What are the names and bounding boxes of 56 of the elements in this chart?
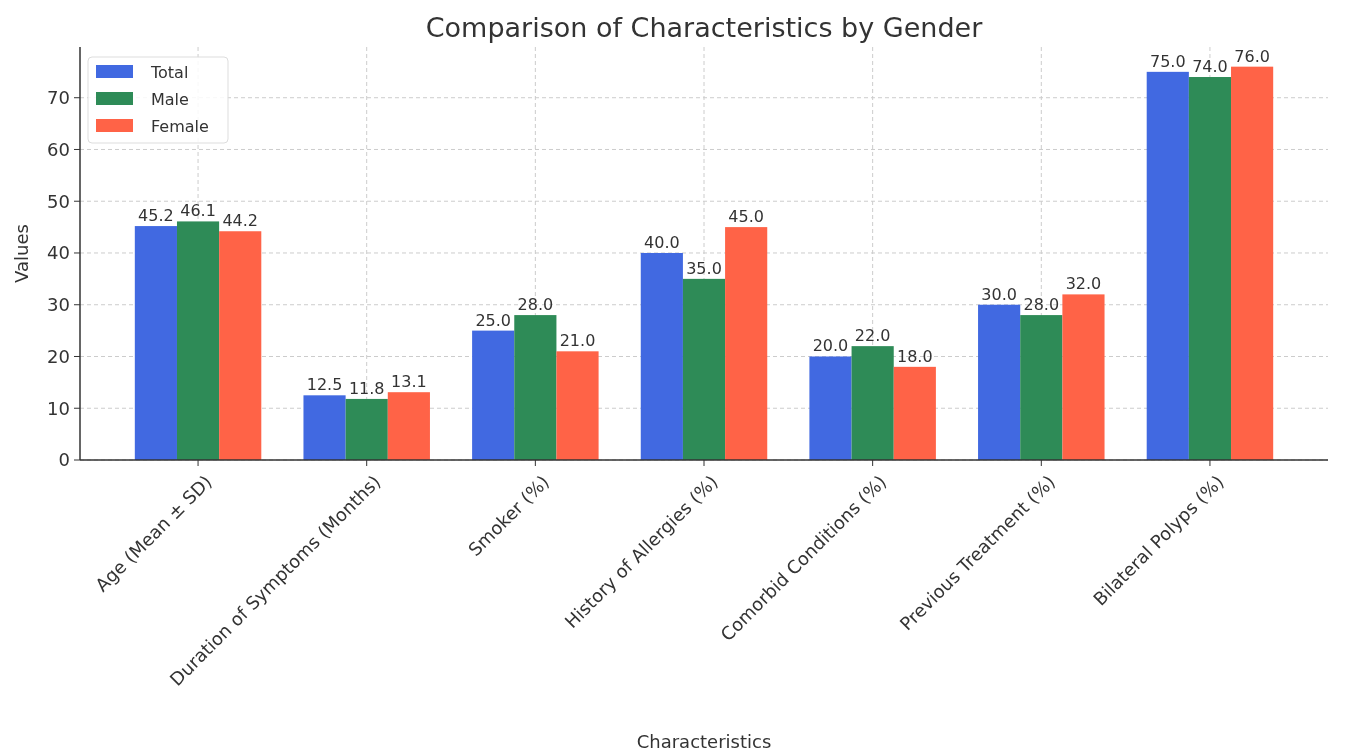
- bar: [134, 226, 177, 460]
- bar: [851, 346, 894, 460]
- data-label: 25.0: [475, 310, 511, 330]
- y-tick-label: 70: [47, 87, 70, 109]
- bar: [472, 330, 515, 460]
- bar: [893, 366, 936, 460]
- data-label: 45.2: [138, 206, 174, 226]
- data-label: 21.0: [559, 331, 596, 351]
- y-tick-label: 20: [47, 345, 70, 367]
- y-axis-title: Values: [11, 224, 32, 283]
- data-label: 40.0: [644, 232, 680, 252]
- bar: [978, 304, 1021, 460]
- bar: [1020, 315, 1063, 460]
- bar: [1231, 66, 1274, 460]
- bar: [682, 278, 726, 460]
- bar: [514, 315, 557, 460]
- data-label: 30.0: [981, 284, 1017, 304]
- bar: [1062, 294, 1105, 460]
- bar: [556, 351, 599, 460]
- data-label: 32.0: [1065, 274, 1102, 294]
- bar: [725, 227, 768, 460]
- data-label: 28.0: [1023, 295, 1060, 315]
- legend-label: Female: [151, 116, 209, 136]
- data-label: 76.0: [1234, 46, 1270, 66]
- y-tick-label: 0: [58, 449, 70, 471]
- bar: [1146, 71, 1189, 460]
- legend-label: Male: [151, 89, 189, 109]
- data-label: 12.5: [306, 375, 343, 395]
- chart-title: Comparison of Characteristics by Gender: [425, 12, 984, 43]
- bar: [176, 221, 220, 460]
- data-label: 75.0: [1149, 51, 1186, 71]
- bar: [219, 231, 262, 460]
- data-label: 46.1: [180, 201, 216, 221]
- data-label: 20.0: [812, 336, 849, 356]
- bar: [640, 252, 683, 460]
- y-tick-label: 10: [47, 397, 70, 419]
- legend-label: Total: [150, 62, 189, 82]
- data-label: 13.1: [391, 372, 427, 392]
- data-label: 45.0: [728, 207, 764, 227]
- data-label: 74.0: [1192, 57, 1228, 77]
- bar: [809, 356, 852, 460]
- y-tick-label: 50: [47, 190, 70, 212]
- bar: [1188, 77, 1232, 460]
- bar: [345, 398, 388, 460]
- data-label: 44.2: [222, 211, 259, 231]
- data-label: 35.0: [686, 258, 722, 278]
- data-label: 22.0: [854, 326, 891, 346]
- data-label: 11.8: [348, 378, 385, 398]
- bar: [387, 392, 430, 460]
- y-tick-label: 30: [47, 294, 70, 316]
- bar: [303, 395, 346, 460]
- y-tick-label: 40: [47, 242, 70, 264]
- x-axis-title: Characteristics: [636, 731, 772, 752]
- y-tick-label: 60: [47, 138, 70, 160]
- data-label: 18.0: [897, 346, 933, 366]
- data-label: 28.0: [517, 295, 554, 315]
